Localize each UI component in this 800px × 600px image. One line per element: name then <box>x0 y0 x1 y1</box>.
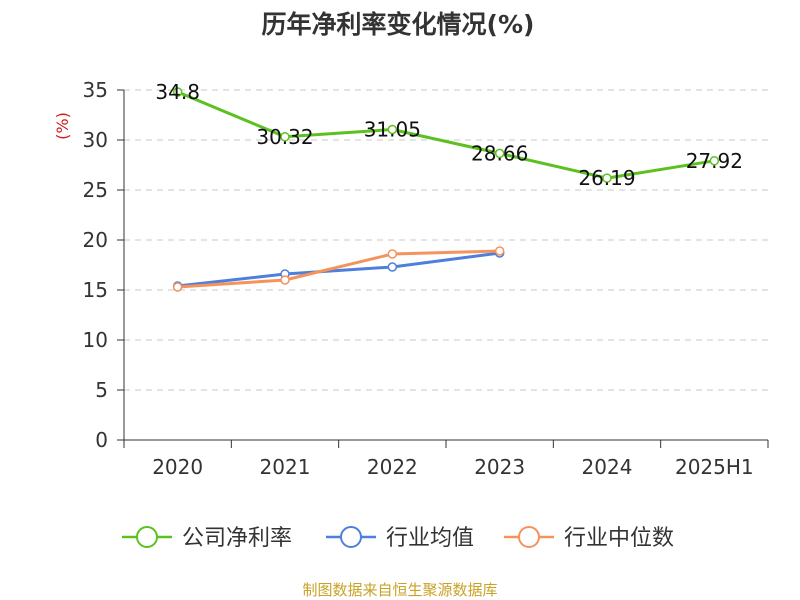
data-label: 30.32 <box>256 125 313 149</box>
y-tick-label: 25 <box>83 178 108 202</box>
data-point <box>280 132 290 142</box>
data-point <box>172 87 183 97</box>
data-label: 31.05 <box>364 118 421 142</box>
legend-swatch-marker <box>518 526 540 548</box>
y-tick-label: 10 <box>83 328 108 352</box>
data-point <box>387 262 398 272</box>
x-tick-label: 2022 <box>367 455 418 479</box>
series-layer <box>172 87 720 292</box>
legend-item: 行业中位数 <box>504 526 674 551</box>
legend: 公司净利率 行业均值 行业中位数 <box>122 526 674 551</box>
x-tick-label: 2025H1 <box>675 455 754 479</box>
y-tick-label: 5 <box>95 378 108 402</box>
legend-swatch-marker <box>340 526 362 548</box>
series-2 <box>172 246 505 292</box>
legend-item: 公司净利率 <box>122 526 292 551</box>
data-point <box>494 148 505 159</box>
series-line <box>177 90 715 180</box>
x-tick-label: 2023 <box>474 455 525 479</box>
data-point <box>280 275 290 285</box>
data-point <box>172 282 183 292</box>
data-point <box>602 173 612 183</box>
legend-swatch-marker <box>136 526 158 548</box>
x-tick-label: 2020 <box>152 455 203 479</box>
data-labels: 34.8 30.32 31.05 28.66 26.19 27.92 <box>155 80 743 190</box>
data-point <box>387 124 398 135</box>
legend-item: 行业均值 <box>326 526 474 551</box>
series-0 <box>172 87 720 183</box>
y-tick-label: 15 <box>83 278 108 302</box>
legend-label: 行业均值 <box>386 526 474 551</box>
series-line <box>177 249 500 289</box>
x-tick-label: 2024 <box>582 455 633 479</box>
y-tick-label: 0 <box>95 428 108 452</box>
data-point <box>494 246 505 256</box>
data-label: 26.19 <box>578 166 635 190</box>
y-tick-label: 30 <box>83 128 108 152</box>
x-tick-label: 2021 <box>260 455 311 479</box>
legend-label: 公司净利率 <box>182 526 292 551</box>
data-label: 27.92 <box>686 149 743 173</box>
data-point <box>709 156 720 166</box>
gridlines <box>124 89 768 391</box>
source-note: 制图数据来自恒生聚源数据库 <box>302 581 497 599</box>
axes: 0 5 10 15 20 25 30 35 2020 2021 2022 2023 2024 2025H1 <box>83 78 769 479</box>
data-point <box>387 249 398 259</box>
chart-title: 历年净利率变化情况(%) <box>262 10 535 39</box>
y-axis-label: (%) <box>53 112 72 140</box>
data-label: 34.8 <box>155 80 200 104</box>
y-tick-label: 20 <box>83 228 108 252</box>
y-tick-label: 35 <box>83 78 108 102</box>
data-label: 28.66 <box>471 141 528 165</box>
series-line <box>177 251 500 288</box>
legend-label: 行业中位数 <box>564 526 674 551</box>
